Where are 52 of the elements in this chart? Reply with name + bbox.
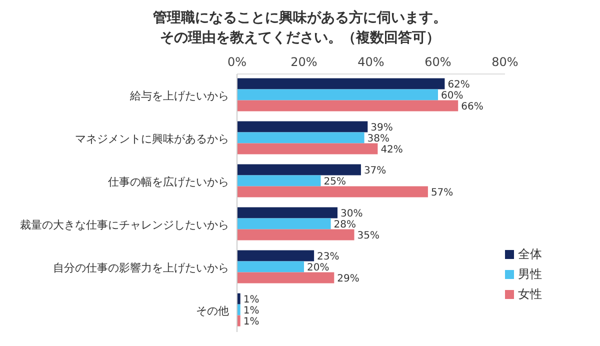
- bar: [237, 250, 314, 262]
- x-tick-label: 80%: [492, 55, 518, 69]
- data-label: 23%: [317, 251, 340, 262]
- legend-label: 女性: [518, 287, 542, 301]
- data-label: 29%: [337, 273, 360, 284]
- bar: [237, 186, 428, 198]
- bar: [237, 261, 304, 272]
- bar: [237, 175, 321, 186]
- bar: [237, 272, 334, 284]
- bar: [237, 121, 368, 132]
- y-tick-label: 裁量の大きな仕事にチャレンジしたいから: [20, 218, 229, 232]
- data-label: 38%: [367, 133, 390, 144]
- bar: [237, 207, 338, 218]
- bar: [237, 100, 458, 112]
- data-label: 42%: [380, 144, 403, 156]
- bar: [237, 293, 240, 304]
- legend-label: 男性: [518, 267, 542, 281]
- bar: [237, 315, 240, 326]
- bar: [237, 143, 378, 154]
- x-tick-label: 40%: [358, 55, 384, 69]
- bar: [237, 218, 331, 230]
- x-tick-label: 0%: [227, 55, 247, 69]
- y-tick-label: 給与を上げたいから: [129, 89, 229, 102]
- chart-subtitle: その理由を教えてください。（複数回答可）: [159, 29, 441, 48]
- bar: [237, 89, 438, 100]
- x-tick-label: 20%: [290, 55, 318, 69]
- data-label: 37%: [364, 165, 386, 176]
- bar: [237, 164, 361, 176]
- data-label: 25%: [324, 176, 346, 188]
- data-label: 60%: [441, 90, 464, 102]
- bar: [237, 132, 364, 144]
- data-label: 20%: [307, 262, 330, 274]
- data-label: 39%: [370, 122, 393, 134]
- y-tick-label: その他: [196, 304, 229, 318]
- data-label: 35%: [357, 230, 380, 242]
- bar: [237, 78, 445, 90]
- data-label: 1%: [243, 305, 260, 316]
- data-label: 1%: [243, 316, 260, 328]
- y-tick-label: 仕事の幅を広げたいから: [108, 175, 229, 188]
- data-label: 57%: [430, 187, 454, 198]
- legend-label: 全体: [518, 247, 542, 261]
- bar: [237, 304, 240, 316]
- data-label: 62%: [448, 79, 470, 90]
- data-label: 1%: [243, 294, 260, 306]
- chart-title: 管理職になることに興味がある方に伺います。: [152, 8, 448, 28]
- y-tick-label: 自分の仕事の影響力を上げたいから: [53, 261, 229, 274]
- data-label: 66%: [461, 101, 484, 112]
- data-label: 30%: [340, 208, 363, 220]
- y-tick-label: マネジメントに興味があるから: [75, 132, 229, 146]
- bar: [237, 229, 354, 240]
- data-label: 28%: [334, 219, 356, 230]
- x-tick-label: 60%: [424, 55, 452, 69]
